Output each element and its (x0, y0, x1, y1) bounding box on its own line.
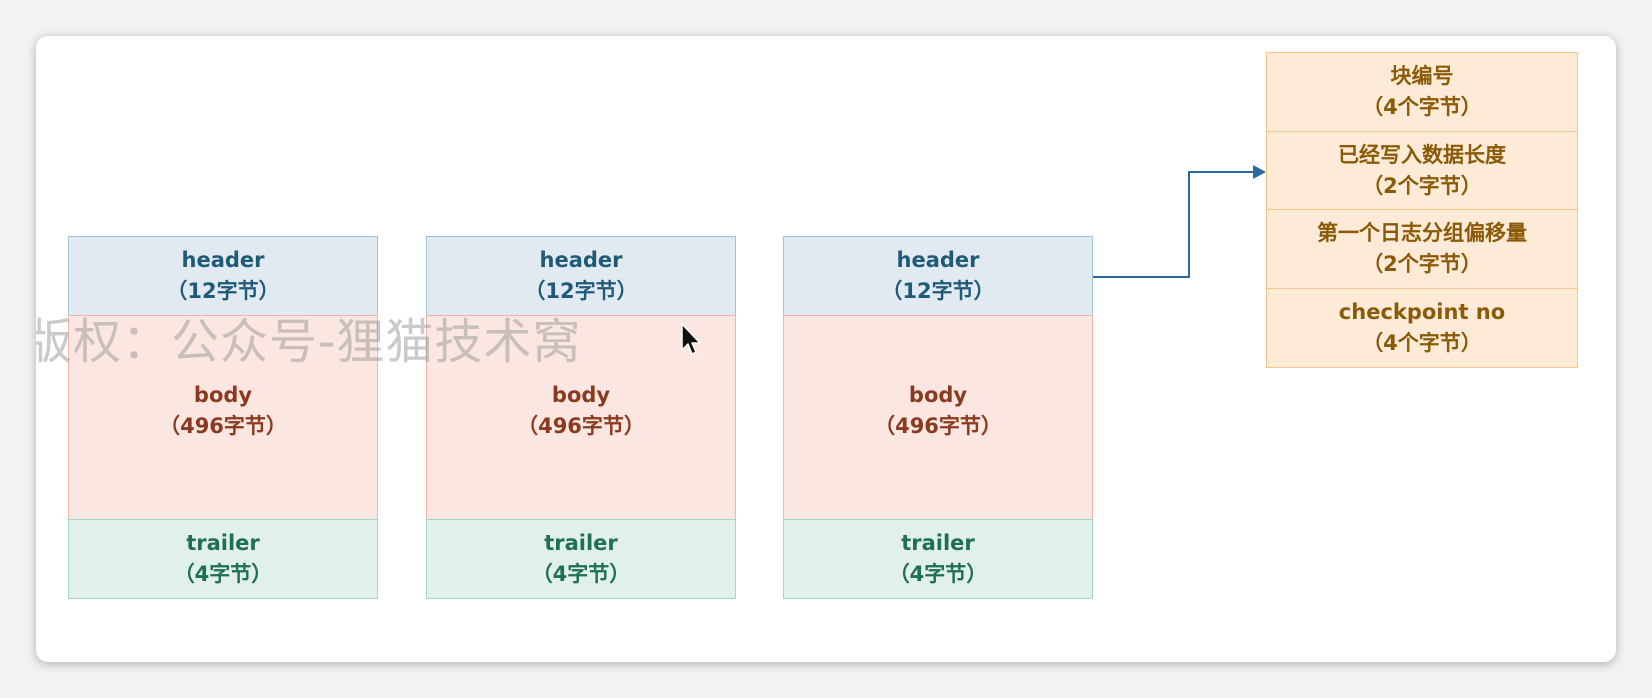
body-size: （496字节） (874, 411, 1002, 442)
block-trailer: trailer （4字节） (68, 519, 378, 599)
body-label: body (159, 380, 287, 411)
body-label: body (517, 380, 645, 411)
field-size: （4个字节） (1362, 92, 1482, 123)
watermark: 版权：公众号-狸猫技术窝 (36, 302, 581, 372)
header-label: header (540, 245, 623, 276)
detail-field-block-number: 块编号 （4个字节） (1266, 52, 1578, 132)
body-label: body (874, 380, 1002, 411)
field-label: checkpoint no (1339, 297, 1505, 328)
header-size: （12字节） (881, 276, 994, 307)
trailer-size: （4字节） (532, 559, 631, 590)
header-detail: 块编号 （4个字节） 已经写入数据长度 （2个字节） 第一个日志分组偏移量 （2… (1266, 52, 1578, 368)
field-label: 第一个日志分组偏移量 (1317, 218, 1527, 249)
connector-line (1093, 172, 1254, 277)
header-label: header (897, 245, 980, 276)
detail-field-checkpoint-no: checkpoint no （4个字节） (1266, 288, 1578, 368)
field-size: （4个字节） (1362, 328, 1482, 359)
body-size: （496字节） (159, 411, 287, 442)
diagram-canvas: header （12字节） body （496字节） trailer （4字节）… (36, 36, 1616, 662)
block-trailer: trailer （4字节） (426, 519, 736, 599)
trailer-size: （4字节） (174, 559, 273, 590)
block-body: body （496字节） (783, 315, 1093, 520)
trailer-label: trailer (901, 528, 975, 559)
field-size: （2个字节） (1362, 171, 1482, 202)
block-trailer: trailer （4字节） (783, 519, 1093, 599)
field-size: （2个字节） (1362, 249, 1482, 280)
arrow-head-icon (1253, 165, 1266, 179)
body-size: （496字节） (517, 411, 645, 442)
field-label: 已经写入数据长度 (1338, 140, 1506, 171)
block-header: header （12字节） (783, 236, 1093, 316)
trailer-size: （4字节） (889, 559, 988, 590)
trailer-label: trailer (544, 528, 618, 559)
detail-field-first-group-offset: 第一个日志分组偏移量 （2个字节） (1266, 209, 1578, 289)
field-label: 块编号 (1391, 61, 1454, 92)
trailer-label: trailer (186, 528, 260, 559)
header-label: header (182, 245, 265, 276)
detail-field-data-length: 已经写入数据长度 （2个字节） (1266, 131, 1578, 211)
